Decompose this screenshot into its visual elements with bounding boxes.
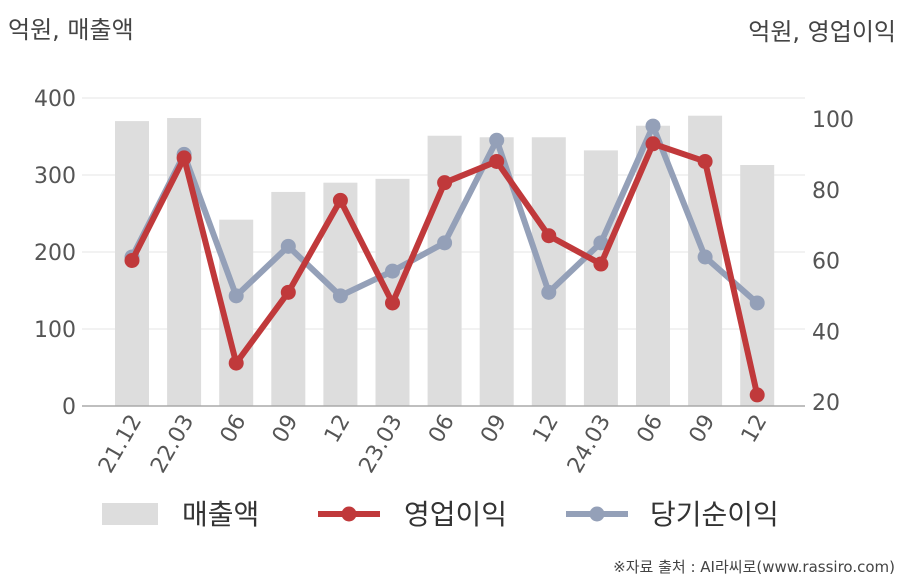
legend-swatch-revenue: [102, 503, 158, 525]
left-axis-ticks: 0 100 200 300 400: [34, 87, 76, 420]
source-note: ※자료 출처 : AI라씨로(www.rassiro.com): [613, 558, 895, 576]
operating-profit-point: [228, 355, 244, 371]
x-tick-label: 09: [476, 411, 512, 448]
revenue-bar: [531, 137, 566, 406]
left-tick-label: 0: [62, 395, 76, 420]
operating-profit-point: [749, 387, 765, 403]
right-tick-label: 60: [812, 250, 840, 275]
left-axis-unit-label: 억원, 매출액: [8, 16, 134, 44]
legend-label-net-income: 당기순이익: [650, 498, 779, 531]
net-income-point: [228, 288, 244, 304]
x-tick-label: 12: [528, 411, 564, 448]
net-income-point: [280, 238, 296, 254]
revenue-bars: [115, 115, 775, 407]
right-tick-label: 40: [812, 320, 840, 345]
operating-profit-point: [593, 256, 609, 272]
x-tick-label: 23.03: [355, 411, 408, 478]
x-tick-label: 09: [685, 411, 721, 448]
x-tick-label: 09: [268, 411, 304, 448]
revenue-bar: [583, 150, 618, 406]
operating-profit-point: [176, 150, 192, 166]
x-tick-label: 21.12: [94, 411, 147, 478]
legend: 매출액 영업이익 당기순이익: [102, 498, 779, 531]
left-tick-label: 300: [34, 164, 76, 189]
legend-marker-operating-profit: [341, 506, 357, 522]
x-tick-label: 06: [633, 411, 669, 448]
right-axis-ticks: 20 40 60 80 100: [812, 108, 854, 416]
revenue-bar: [375, 178, 410, 406]
net-income-point: [697, 249, 713, 265]
right-tick-label: 80: [812, 179, 840, 204]
net-income-point: [332, 288, 348, 304]
legend-marker-net-income: [589, 506, 605, 522]
x-tick-label: 06: [424, 411, 460, 448]
left-tick-label: 100: [34, 318, 76, 343]
operating-profit-point: [385, 295, 400, 311]
x-tick-label: 24.03: [563, 411, 616, 478]
net-income-point: [749, 295, 765, 311]
x-tick-label: 12: [320, 411, 356, 448]
operating-profit-point: [541, 228, 557, 244]
x-tick-label: 12: [737, 411, 773, 448]
operating-profit-point: [645, 136, 661, 152]
operating-profit-point: [697, 153, 713, 169]
net-income-point: [593, 235, 609, 251]
operating-profit-point: [280, 284, 296, 300]
left-tick-label: 400: [34, 87, 76, 112]
right-axis-unit-label: 억원, 영업이익: [748, 18, 896, 46]
net-income-point: [541, 284, 557, 300]
left-tick-label: 200: [34, 241, 76, 266]
operating-profit-point: [437, 175, 453, 191]
operating-profit-point: [332, 192, 348, 208]
legend-label-operating-profit: 영업이익: [404, 498, 507, 531]
net-income-point: [437, 235, 453, 251]
revenue-bar: [740, 164, 775, 406]
profit-lines: [124, 118, 765, 403]
operating-profit-point: [124, 253, 140, 268]
legend-label-revenue: 매출액: [182, 498, 259, 531]
net-income-point: [489, 132, 505, 148]
right-tick-label: 20: [812, 391, 840, 416]
x-tick-label: 06: [216, 411, 252, 448]
net-income-point: [385, 263, 400, 279]
right-tick-label: 100: [812, 108, 854, 133]
x-tick-label: 22.03: [146, 411, 199, 478]
operating-profit-point: [489, 153, 505, 169]
net-income-point: [645, 118, 661, 134]
